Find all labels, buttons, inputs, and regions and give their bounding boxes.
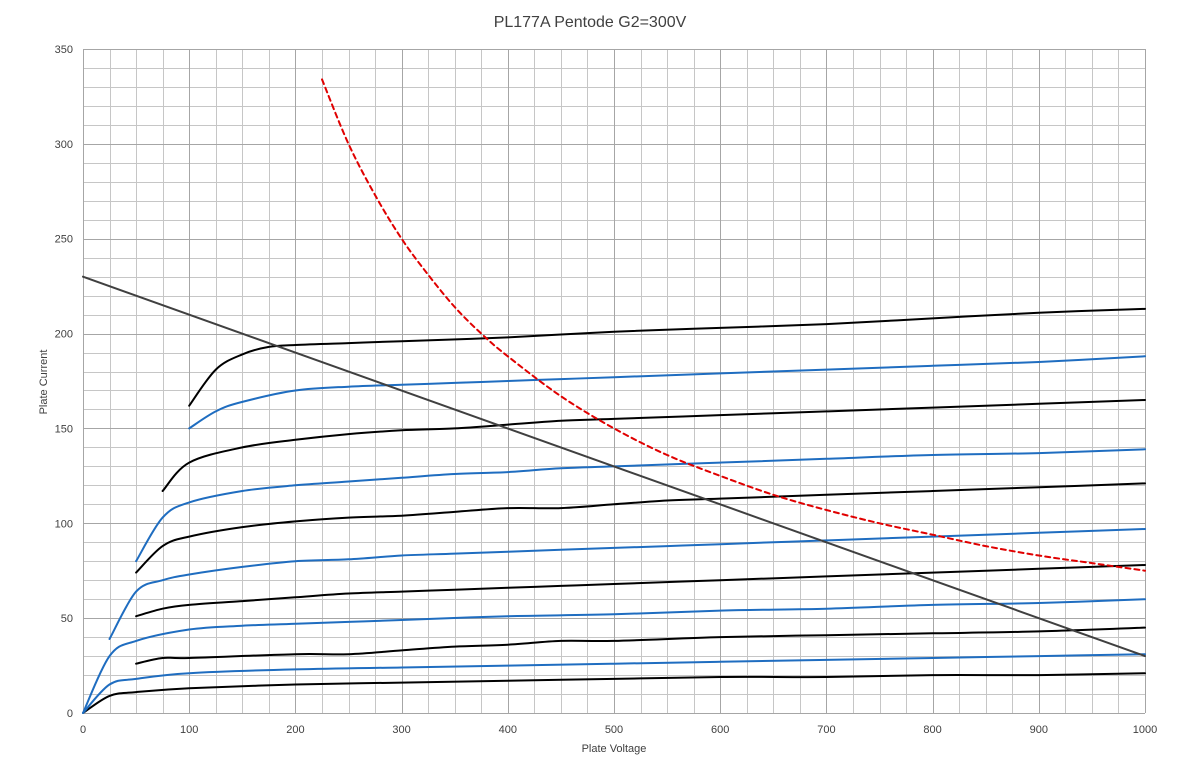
- x-axis-title: Plate Voltage: [582, 743, 647, 755]
- plate-curve-2: [82, 653, 1146, 714]
- x-tick-label: 700: [817, 724, 835, 736]
- y-tick-label: 350: [55, 44, 73, 56]
- x-tick-label: 800: [923, 724, 941, 736]
- y-axis-title: Plate Current: [38, 350, 50, 415]
- y-tick-label: 150: [55, 423, 73, 435]
- x-tick-label: 300: [392, 724, 410, 736]
- plate-curve-1: [82, 672, 1146, 714]
- x-tick-label: 600: [711, 724, 729, 736]
- x-tick-label: 1000: [1133, 724, 1157, 736]
- y-tick-label: 250: [55, 234, 73, 246]
- x-tick-label: 100: [180, 724, 198, 736]
- y-tick-labels: 0 50 100 150 200 250 300 350: [55, 44, 73, 720]
- y-tick-label: 100: [55, 518, 73, 530]
- plate-curve-10: [188, 355, 1146, 430]
- y-tick-label: 300: [55, 139, 73, 151]
- x-tick-labels: 0 100 200 300 400 500 600 700 800 900 1000: [80, 724, 1157, 736]
- x-tick-label: 200: [286, 724, 304, 736]
- plate-curve-5: [135, 564, 1146, 618]
- y-tick-label: 0: [67, 708, 73, 720]
- x-tick-label: 0: [80, 724, 86, 736]
- plate-curve-9: [161, 399, 1146, 492]
- plate-curve-3: [135, 626, 1146, 665]
- x-tick-label: 400: [499, 724, 517, 736]
- plate-curve-6: [108, 528, 1146, 640]
- y-tick-label: 200: [55, 329, 73, 341]
- dissipation-curve: [321, 78, 1146, 572]
- plate-curve-8: [135, 448, 1146, 563]
- x-tick-label: 900: [1030, 724, 1048, 736]
- plate-curve-4: [82, 598, 1146, 714]
- plate-curve-7: [135, 482, 1146, 574]
- load-line: [82, 275, 1146, 658]
- y-tick-label: 50: [61, 613, 73, 625]
- series-layer: [82, 78, 1146, 714]
- x-tick-label: 500: [605, 724, 623, 736]
- chart-title: PL177A Pentode G2=300V: [494, 14, 687, 31]
- major-grid: [83, 49, 1146, 714]
- plate-curve-11: [188, 307, 1146, 407]
